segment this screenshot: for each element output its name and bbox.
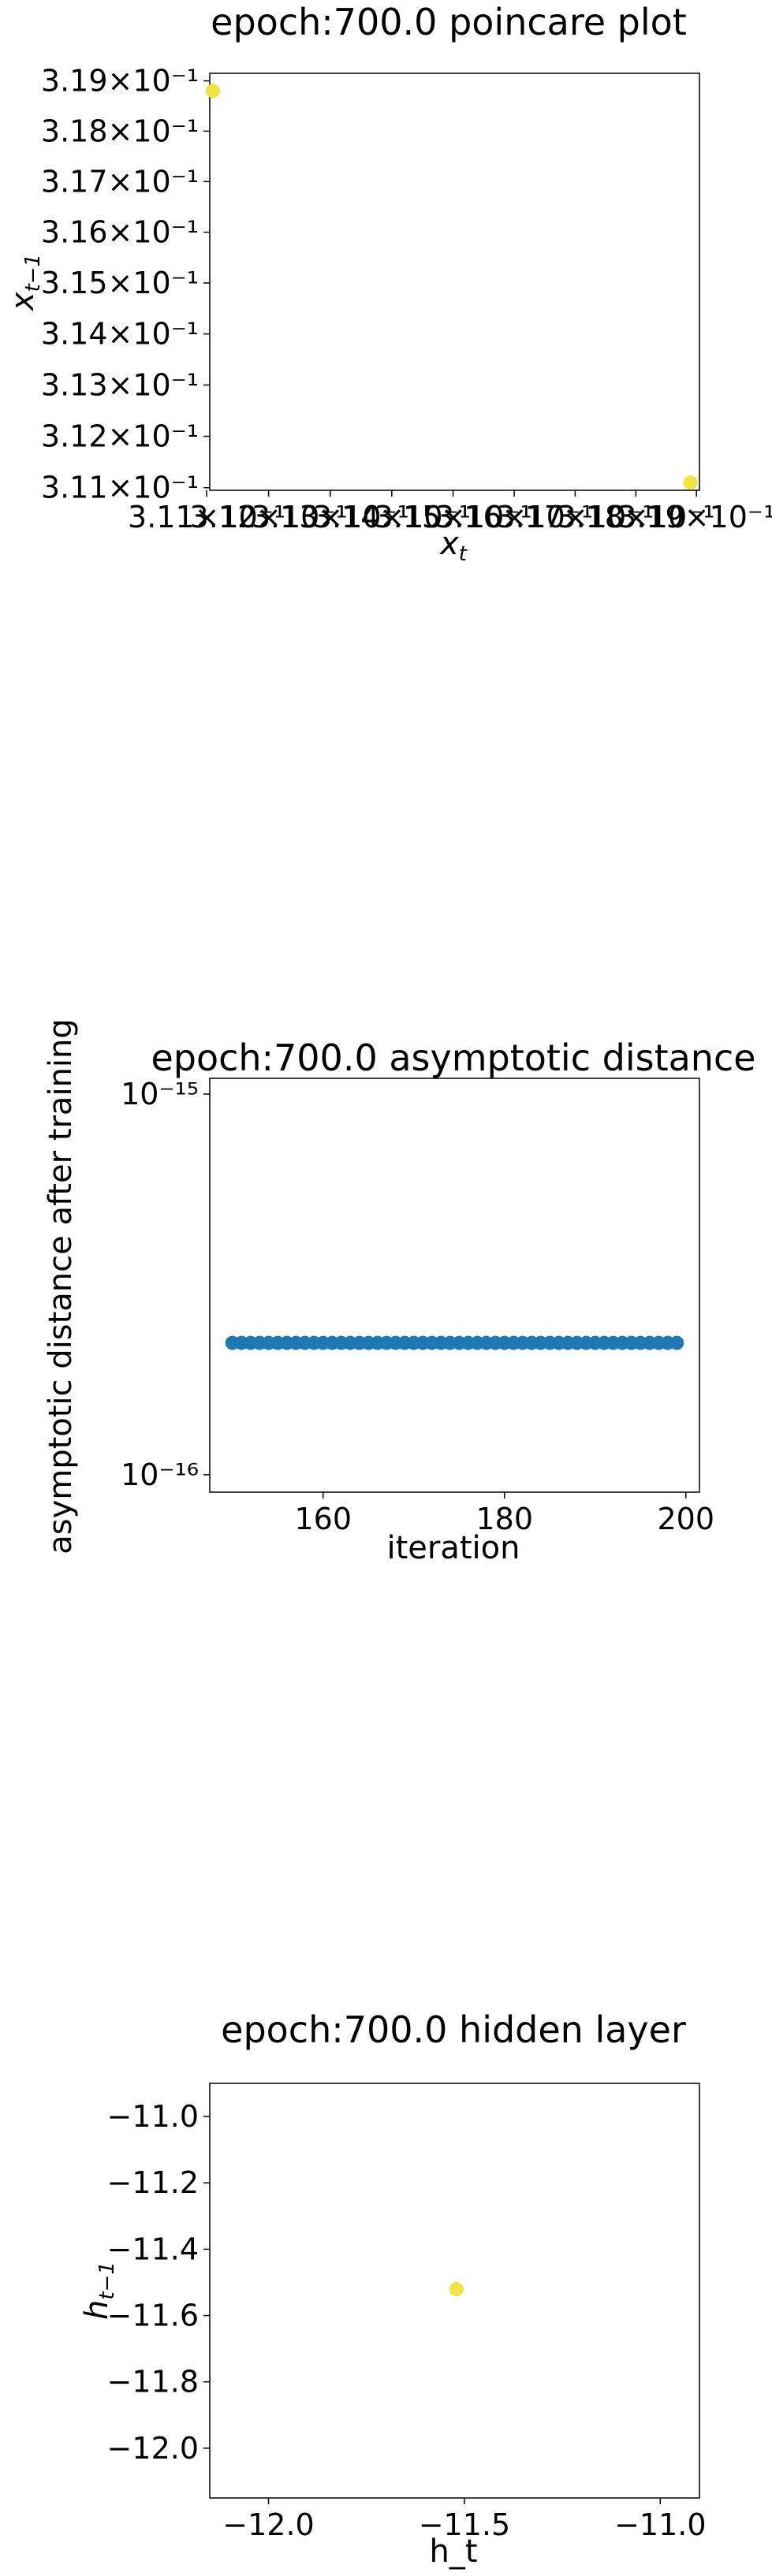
poincare-point — [205, 84, 220, 99]
y-tick-label: −11.6 — [107, 2299, 199, 2333]
hidden-layer-title: epoch:700.0 hidden layer — [221, 2008, 686, 2051]
x-tick-label: 3.15×10⁻¹ — [375, 500, 532, 534]
y-tick-label: 3.11×10⁻¹ — [41, 471, 199, 505]
x-tick-label: 3.14×10⁻¹ — [313, 500, 471, 534]
y-tick-label: 3.15×10⁻¹ — [41, 266, 199, 300]
y-tick-label: 3.17×10⁻¹ — [41, 164, 199, 199]
y-tick-label: 3.13×10⁻¹ — [41, 367, 199, 402]
hidden-layer-points — [449, 2281, 464, 2296]
poincare-y-ticks: 3.19×10⁻¹ 3.18×10⁻¹ 3.17×10⁻¹ 3.16×10⁻¹ 3.15… — [41, 64, 210, 505]
poincare-points — [205, 84, 698, 490]
hidden-layer-x-label: h_t — [429, 2533, 477, 2570]
poincare-x-ticks: 3.11×10⁻¹3.12×10⁻¹3.13×10⁻¹3.14×10⁻¹3.15… — [128, 490, 772, 534]
x-tick-label: 160 — [294, 1502, 352, 1536]
asymptotic-points — [225, 1335, 684, 1350]
asymptotic-plot-area — [209, 1078, 700, 1493]
x-tick-label: 3.12×10⁻¹ — [190, 500, 348, 534]
x-tick-label: 3.11×10⁻¹ — [128, 500, 285, 534]
hidden-layer-point — [449, 2281, 464, 2296]
x-tick-label: −11.0 — [614, 2507, 706, 2542]
x-tick-label: 180 — [476, 1502, 533, 1536]
poincare-chart: epoch:700.0 poincare plot 3.19×10⁻¹3.18×… — [5, 1, 772, 566]
x-tick-label: 3.16×10⁻¹ — [435, 500, 593, 534]
poincare-y-label: xt−1 — [5, 254, 45, 312]
poincare-point — [683, 475, 698, 490]
y-tick-label: 3.18×10⁻¹ — [41, 114, 199, 148]
x-tick-label: 200 — [657, 1502, 714, 1536]
y-tick-label: −11.0 — [107, 2099, 199, 2134]
asymptotic-x-label: iteration — [387, 1530, 520, 1566]
hidden-layer-chart: epoch:700.0 hidden layer −11.0 −11.2 −11.4… — [79, 2008, 707, 2570]
y-tick-label: 10⁻¹⁵ — [121, 1077, 199, 1111]
distance-point — [669, 1335, 684, 1350]
y-tick-label: 3.14×10⁻¹ — [41, 317, 199, 352]
hidden-layer-plot-area — [209, 2083, 700, 2499]
x-tick-label: −11.5 — [419, 2507, 510, 2542]
asymptotic-title: epoch:700.0 asymptotic distance — [151, 1037, 755, 1079]
poincare-plot-area — [209, 73, 700, 491]
y-tick-label: −11.8 — [107, 2365, 199, 2399]
y-tick-label: 3.19×10⁻¹ — [41, 64, 199, 99]
asymptotic-y-ticks: 10⁻¹⁵ 10⁻¹⁶ — [121, 1077, 210, 1492]
hidden-layer-y-ticks: −11.0 −11.2 −11.4 −11.6 −11.8 −12.0 — [107, 2099, 210, 2466]
x-tick-label: 3.18×10⁻¹ — [557, 500, 714, 534]
y-tick-label: −11.2 — [107, 2165, 199, 2200]
x-tick-label: −12.0 — [222, 2507, 314, 2542]
hidden-layer-x-ticks: −12.0 −11.5 −11.0 — [222, 2498, 707, 2542]
y-tick-label: 3.12×10⁻¹ — [41, 419, 199, 453]
y-tick-label: −12.0 — [107, 2431, 199, 2466]
x-tick-label: 3.19×10⁻¹ — [617, 500, 772, 534]
y-tick-label: 3.16×10⁻¹ — [41, 215, 199, 250]
y-tick-label: −11.4 — [107, 2232, 199, 2266]
asymptotic-y-label: asymptotic distance after training — [43, 1018, 79, 1554]
x-tick-label: 3.13×10⁻¹ — [252, 500, 409, 534]
x-tick-label: 3.17×10⁻¹ — [496, 500, 654, 534]
asymptotic-chart: epoch:700.0 asymptotic distance 10⁻¹⁵10⁻… — [43, 1018, 756, 1566]
poincare-title: epoch:700.0 poincare plot — [211, 1, 687, 43]
y-tick-label: 10⁻¹⁶ — [121, 1457, 199, 1492]
asymptotic-x-ticks: 160 180 200 — [294, 1492, 714, 1536]
hidden-layer-y-label: ht−1 — [79, 2261, 119, 2320]
